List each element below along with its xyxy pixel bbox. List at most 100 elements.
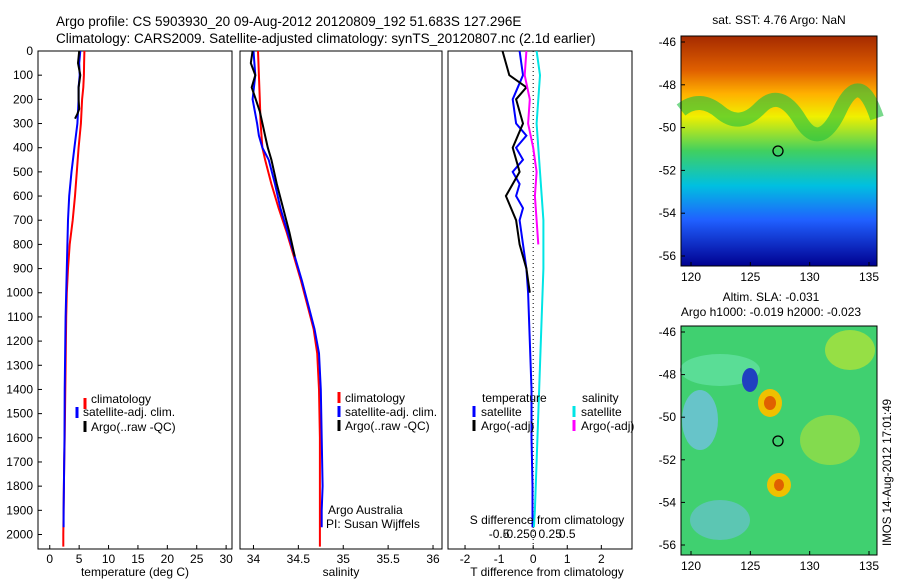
map-y-tick-label: -48 — [659, 368, 677, 382]
sla-map-feature — [680, 354, 760, 386]
difference-axes-box — [447, 50, 633, 550]
difference-xlabel: T difference from climatology — [470, 565, 624, 579]
legend-title-salinity: salinity — [582, 391, 619, 405]
salinity-legend: climatology satellite-adj. clim. Argo(..… — [337, 391, 437, 433]
y-tick-label: 1800 — [6, 479, 33, 493]
legend-title-temperature: temperature — [482, 391, 547, 405]
legend-label-climatology: climatology — [345, 391, 405, 405]
map-x-tick-label: 135 — [859, 559, 879, 573]
salinity-axes-box — [239, 50, 443, 550]
y-tick-label: 600 — [13, 189, 33, 203]
map-x-tick-label: 130 — [800, 270, 820, 284]
x-tick-label: 35 — [337, 552, 351, 566]
sla-map-title-line1: Altim. SLA: -0.031 — [723, 290, 820, 304]
series-line-argo---raw--qc- — [74, 51, 82, 120]
sla-map-title-line2: Argo h1000: -0.019 h2000: -0.023 — [681, 305, 861, 319]
y-tick-label: 200 — [13, 92, 33, 106]
sla-map-feature — [800, 415, 860, 465]
figure-title-line1: Argo profile: CS 5903930_20 09-Aug-2012 … — [56, 14, 522, 29]
series-line-satellite — [511, 51, 534, 528]
attribution-line2: PI: Susan Wijffels — [326, 517, 420, 531]
temperature-axes-box — [37, 50, 233, 550]
x-tick-label: 15 — [131, 552, 145, 566]
y-tick-label: 1300 — [6, 358, 33, 372]
map-y-tick-label: -46 — [659, 325, 677, 339]
sst-map-frame — [680, 35, 878, 267]
salinity-panel: 34 34.5 35 35.5 36 salinity climatology sate… — [239, 50, 443, 579]
series-line-satellite — [532, 51, 545, 528]
series-line-argo--adj- — [523, 51, 540, 245]
y-tick-label: 500 — [13, 165, 33, 179]
sla-map-frame — [680, 325, 878, 556]
map-y-tick-label: -54 — [659, 206, 677, 220]
y-tick-label: 1600 — [6, 431, 33, 445]
y-tick-label: 1100 — [7, 310, 33, 324]
sst-argo-location-marker — [772, 145, 784, 157]
temperature-x-axis: 0 5 10 15 20 25 30 — [46, 545, 233, 566]
sst-map-front — [676, 83, 884, 142]
sst-map-axes: 120 125 130 135 -46 -48 -50 -52 -54 -56 — [659, 35, 880, 284]
salinity-x-axis: 34 34.5 35 35.5 36 — [247, 545, 440, 566]
salinity-diff-tick-label: -0.5 — [489, 527, 510, 541]
x-tick-label: 20 — [161, 552, 175, 566]
y-tick-label: 2000 — [6, 527, 33, 541]
x-tick-label: 0 — [46, 552, 53, 566]
salinity-diff-tick-label: -0.25 — [502, 527, 530, 541]
legend-label-satellite: satellite-adj. clim. — [345, 405, 437, 419]
x-tick-label: 35.5 — [376, 552, 400, 566]
salinity-xlabel: salinity — [323, 565, 360, 579]
sla-map-feature — [690, 500, 750, 540]
series-line-argo--adj- — [501, 51, 531, 293]
difference-xlabel-top: S difference from climatology — [470, 513, 625, 527]
attribution-line1: Argo Australia — [328, 503, 403, 517]
x-tick-label: 36 — [426, 552, 440, 566]
y-tick-label: 900 — [13, 262, 33, 276]
map-x-tick-label: 130 — [800, 559, 820, 573]
y-tick-label: 1200 — [6, 334, 33, 348]
sla-map-axes: 120 125 130 135 -46 -48 -50 -52 -54 -56 — [659, 325, 880, 573]
map-x-tick-label: 125 — [740, 559, 760, 573]
y-tick-label: 1400 — [6, 382, 33, 396]
y-tick-label: 100 — [13, 68, 33, 82]
y-tick-label: 300 — [13, 117, 33, 131]
x-tick-label: 10 — [102, 552, 116, 566]
x-tick-label: -2 — [460, 552, 471, 566]
map-y-tick-label: -56 — [659, 249, 677, 263]
y-tick-label: 0 — [26, 44, 33, 58]
legend-label-argo: Argo(..raw -QC) — [91, 420, 176, 434]
difference-x-axis: -2 -1 0 1 2 — [460, 545, 605, 566]
legend-label-t-satellite: satellite — [481, 405, 522, 419]
salinity-diff-tick-label: 0 — [530, 527, 537, 541]
y-tick-label: 1000 — [6, 286, 33, 300]
difference-plot — [501, 51, 545, 528]
depth-axis: 0 100 200 300 400 500 600 700 800 900 1000 1100 1200… — [6, 44, 452, 541]
legend-label-t-argo: Argo(-adj) — [481, 419, 534, 433]
x-tick-label: 30 — [219, 552, 233, 566]
sla-map-feature — [742, 368, 758, 392]
sst-map-panel: sat. SST: 4.76 Argo: NaN 120 125 130 135 -46… — [659, 13, 884, 284]
x-tick-label: 0 — [530, 552, 537, 566]
legend-label-climatology: climatology — [91, 392, 151, 406]
y-tick-label: 1500 — [6, 407, 33, 421]
x-tick-label: 2 — [598, 552, 605, 566]
legend-label-s-satellite: satellite — [581, 405, 622, 419]
sla-map-feature — [825, 330, 875, 370]
y-tick-label: 1900 — [6, 503, 33, 517]
map-x-tick-label: 120 — [681, 270, 701, 284]
x-tick-label: 1 — [564, 552, 571, 566]
y-tick-label: 400 — [13, 141, 33, 155]
legend-label-argo: Argo(..raw -QC) — [345, 419, 430, 433]
salinity-diff-tick-label: 0.25 — [539, 527, 563, 541]
sla-argo-location-marker — [772, 435, 784, 447]
map-y-tick-label: -56 — [659, 538, 677, 552]
y-tick-label: 1700 — [6, 455, 33, 469]
map-y-tick-label: -48 — [659, 78, 677, 92]
timestamp-stamp: IMOS 14-Aug-2012 17:01:49 — [882, 399, 894, 546]
temperature-panel: 0100200300400500600700800900100011001200… — [6, 44, 452, 579]
sla-map-feature — [682, 390, 718, 450]
x-tick-label: 34.5 — [287, 552, 311, 566]
difference-legend: temperature salinity satellite Argo(-adj… — [472, 391, 634, 433]
map-y-tick-label: -50 — [659, 410, 677, 424]
map-y-tick-label: -52 — [659, 163, 677, 177]
